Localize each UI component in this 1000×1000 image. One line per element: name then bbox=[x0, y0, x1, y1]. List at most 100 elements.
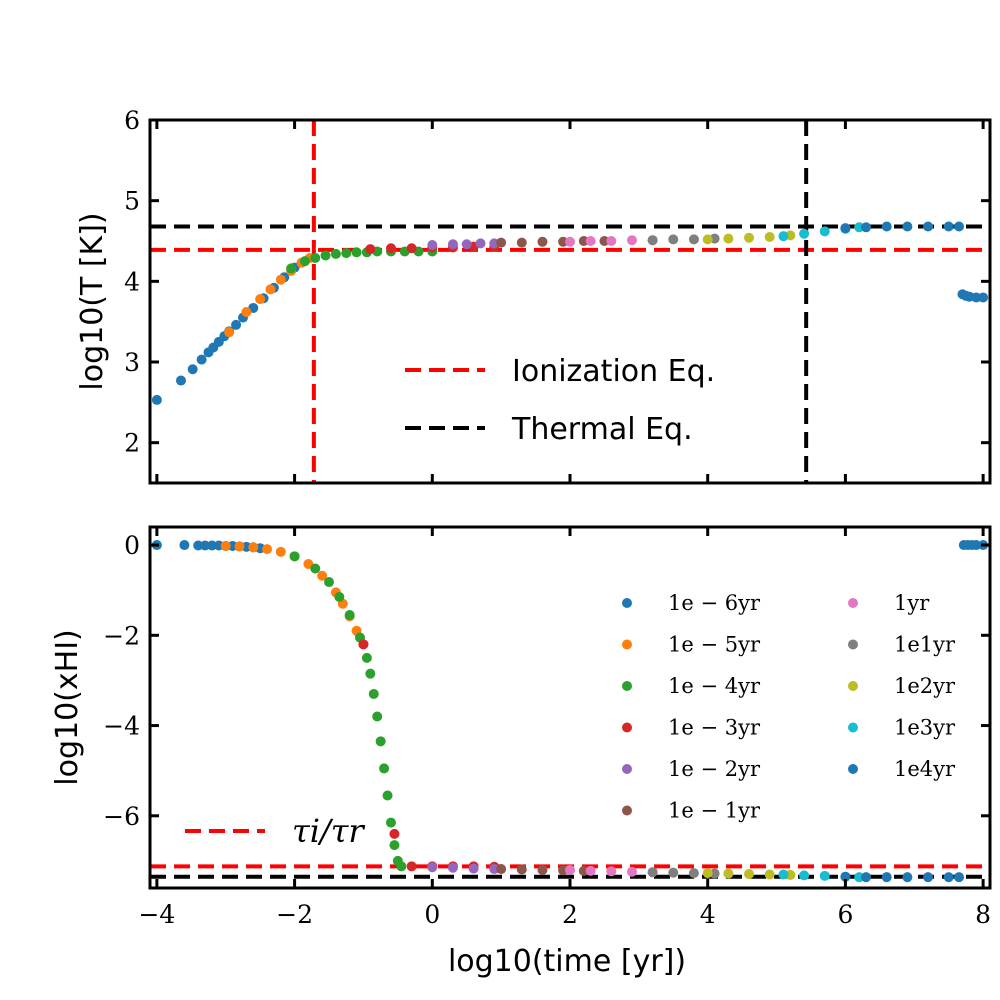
data-point bbox=[320, 250, 331, 261]
data-point bbox=[971, 292, 982, 303]
legend-marker bbox=[848, 639, 858, 650]
data-point bbox=[923, 221, 934, 232]
legend-marker bbox=[848, 764, 858, 774]
legend-label: 1e − 2yr bbox=[668, 757, 761, 781]
data-point bbox=[565, 236, 575, 247]
data-point bbox=[193, 540, 204, 551]
legend-label: 1e2yr bbox=[894, 674, 956, 698]
legend-marker bbox=[848, 681, 858, 691]
data-point bbox=[778, 231, 789, 242]
x-tick-label: 4 bbox=[700, 900, 716, 929]
data-point bbox=[799, 228, 810, 239]
legend-marker bbox=[848, 598, 858, 608]
legend-label: 1e1yr bbox=[894, 633, 956, 657]
data-point bbox=[702, 234, 713, 245]
x-tick-label: 8 bbox=[975, 900, 991, 929]
legend-entry: 1e − 3yr bbox=[622, 716, 761, 740]
x-tick-label: 6 bbox=[837, 900, 853, 929]
data-point bbox=[585, 865, 596, 876]
legend-entry: 1e − 1yr bbox=[622, 799, 761, 823]
x-tick-label: −4 bbox=[138, 900, 175, 929]
data-point bbox=[647, 235, 658, 246]
data-point bbox=[881, 872, 892, 883]
data-point bbox=[764, 231, 775, 242]
legend-label: τi/τr bbox=[292, 812, 365, 850]
data-point bbox=[840, 871, 851, 882]
data-point bbox=[585, 236, 596, 246]
series-1e-2yr bbox=[427, 862, 500, 875]
data-point bbox=[723, 233, 734, 244]
data-point bbox=[668, 234, 679, 245]
data-point bbox=[389, 828, 400, 839]
series-1e2yr bbox=[702, 868, 796, 880]
data-point bbox=[819, 870, 830, 881]
x-tick-label: 0 bbox=[424, 900, 440, 929]
legend-marker bbox=[622, 764, 632, 774]
legend-label: 1e − 6yr bbox=[668, 591, 761, 615]
data-point bbox=[578, 236, 589, 246]
data-point bbox=[461, 239, 472, 250]
data-point bbox=[289, 551, 300, 562]
data-point bbox=[224, 327, 235, 338]
data-point bbox=[275, 274, 286, 285]
series-1e2yr bbox=[702, 230, 796, 245]
data-point bbox=[902, 872, 913, 883]
legend-label: 1e − 3yr bbox=[668, 716, 761, 740]
data-points bbox=[151, 221, 989, 405]
data-point bbox=[954, 221, 965, 232]
data-point bbox=[606, 866, 617, 877]
y-tick-label: 6 bbox=[124, 106, 140, 135]
data-point bbox=[275, 546, 286, 557]
data-point bbox=[365, 668, 376, 679]
legend-entry: 1e − 5yr bbox=[622, 633, 761, 657]
legend-label: 1e − 1yr bbox=[668, 799, 761, 823]
data-point bbox=[489, 864, 500, 875]
data-point bbox=[220, 540, 231, 551]
series-1e-1yr bbox=[496, 864, 589, 876]
data-point bbox=[744, 232, 755, 243]
data-point bbox=[262, 544, 273, 555]
data-point bbox=[943, 872, 954, 883]
data-point bbox=[606, 236, 617, 246]
data-point bbox=[647, 867, 658, 878]
data-point bbox=[702, 868, 713, 879]
data-point bbox=[496, 864, 507, 875]
top-panel: 2 3 4 5 6 log10(T [K]) Ionization Eq. Thermal E… bbox=[75, 106, 992, 485]
data-point bbox=[427, 240, 438, 251]
data-point bbox=[255, 294, 266, 305]
legend-entry: 1e4yr bbox=[848, 757, 956, 781]
data-point bbox=[389, 840, 400, 851]
data-point bbox=[778, 869, 789, 880]
data-point bbox=[558, 236, 569, 247]
legend-entry: 1e3yr bbox=[848, 716, 956, 740]
data-point bbox=[496, 237, 507, 248]
legend-tau: τi/τr bbox=[185, 812, 365, 850]
y-tick-label: 2 bbox=[124, 429, 140, 458]
data-point bbox=[265, 284, 276, 295]
data-point bbox=[248, 542, 259, 553]
data-point bbox=[206, 540, 217, 551]
data-point bbox=[341, 248, 352, 259]
y-tick-label: −6 bbox=[103, 802, 140, 831]
x-tick-label: −2 bbox=[276, 900, 313, 929]
data-point bbox=[241, 306, 252, 317]
data-point bbox=[799, 870, 810, 881]
y-tick-label: 0 bbox=[124, 531, 140, 560]
data-point bbox=[365, 244, 376, 255]
x-axis-title: log10(time [yr]) bbox=[448, 944, 686, 979]
data-point bbox=[358, 639, 369, 650]
bottom-panel: −4 −2 0 2 4 6 8 0 −2 −4 −6 log10(xHI) log10(time [yr… bbox=[50, 525, 992, 979]
data-point bbox=[234, 541, 245, 552]
data-point bbox=[317, 570, 328, 581]
data-point bbox=[819, 226, 830, 237]
data-point bbox=[578, 865, 589, 876]
data-point bbox=[854, 222, 865, 233]
legend-label: 1yr bbox=[894, 591, 930, 615]
series-1e-3yr bbox=[358, 639, 500, 872]
legend-entry: 1e − 4yr bbox=[622, 674, 761, 698]
data-point bbox=[943, 221, 954, 232]
data-point bbox=[840, 223, 851, 234]
data-point bbox=[427, 862, 438, 873]
data-point bbox=[902, 221, 913, 232]
